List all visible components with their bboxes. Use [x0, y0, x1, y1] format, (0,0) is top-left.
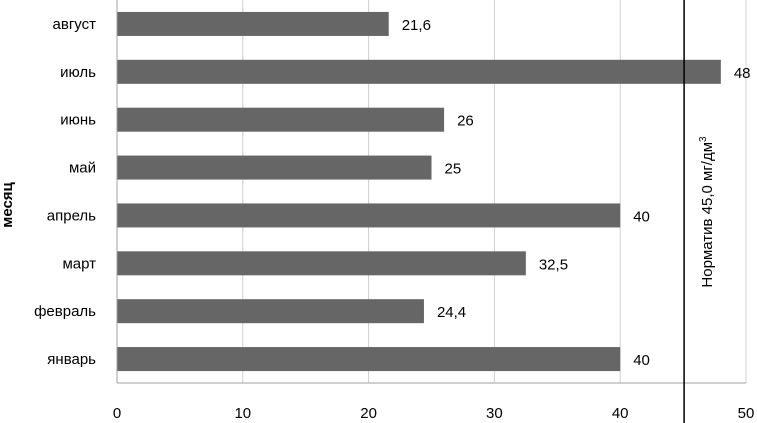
x-tick-label: 40 — [612, 405, 629, 422]
data-label: 24,4 — [437, 304, 466, 321]
data-label: 40 — [633, 208, 650, 225]
category-label: июль — [60, 64, 96, 81]
data-label: 48 — [734, 65, 751, 82]
data-label: 40 — [633, 352, 650, 369]
category-label: май — [69, 160, 96, 177]
data-label: 26 — [457, 113, 474, 130]
grid-lines — [242, 0, 747, 383]
x-tick-label: 10 — [234, 405, 251, 422]
reference-label-superscript: 3 — [698, 136, 709, 142]
category-label: январь — [47, 351, 96, 368]
bar-5 — [117, 251, 526, 276]
data-labels: 21,6 48 26 25 40 32,5 24,4 40 — [402, 17, 751, 369]
x-tick-labels: 0 10 20 30 40 50 — [113, 405, 755, 422]
category-label: август — [53, 16, 97, 33]
y-axis-label: месяц — [0, 181, 16, 227]
bars — [117, 11, 721, 372]
category-labels: август июль июнь май апрель март февраль январь — [34, 16, 96, 368]
bar-1 — [117, 59, 721, 84]
category-label: март — [62, 255, 96, 272]
bar-4 — [117, 203, 621, 228]
x-tick-label: 0 — [113, 405, 121, 422]
axes — [116, 0, 746, 384]
category-label: апрель — [47, 207, 96, 224]
data-label: 21,6 — [402, 17, 431, 34]
reference-label-text: Норматив 45,0 мг/дм — [699, 142, 716, 288]
x-tick-label: 20 — [360, 405, 377, 422]
x-tick-label: 30 — [486, 405, 503, 422]
reference-line-group: Норматив 45,0 мг/дм3 — [683, 0, 716, 423]
category-label: февраль — [34, 303, 96, 320]
data-label: 25 — [445, 161, 462, 178]
category-label: июнь — [60, 112, 96, 129]
bar-3 — [117, 155, 432, 180]
bar-7 — [117, 347, 621, 372]
data-label: 32,5 — [539, 256, 568, 273]
bar-0 — [117, 11, 389, 36]
bar-6 — [117, 299, 424, 324]
x-tick-label: 50 — [738, 405, 755, 422]
bar-2 — [117, 107, 445, 132]
reference-line-label: Норматив 45,0 мг/дм3 — [698, 136, 716, 288]
